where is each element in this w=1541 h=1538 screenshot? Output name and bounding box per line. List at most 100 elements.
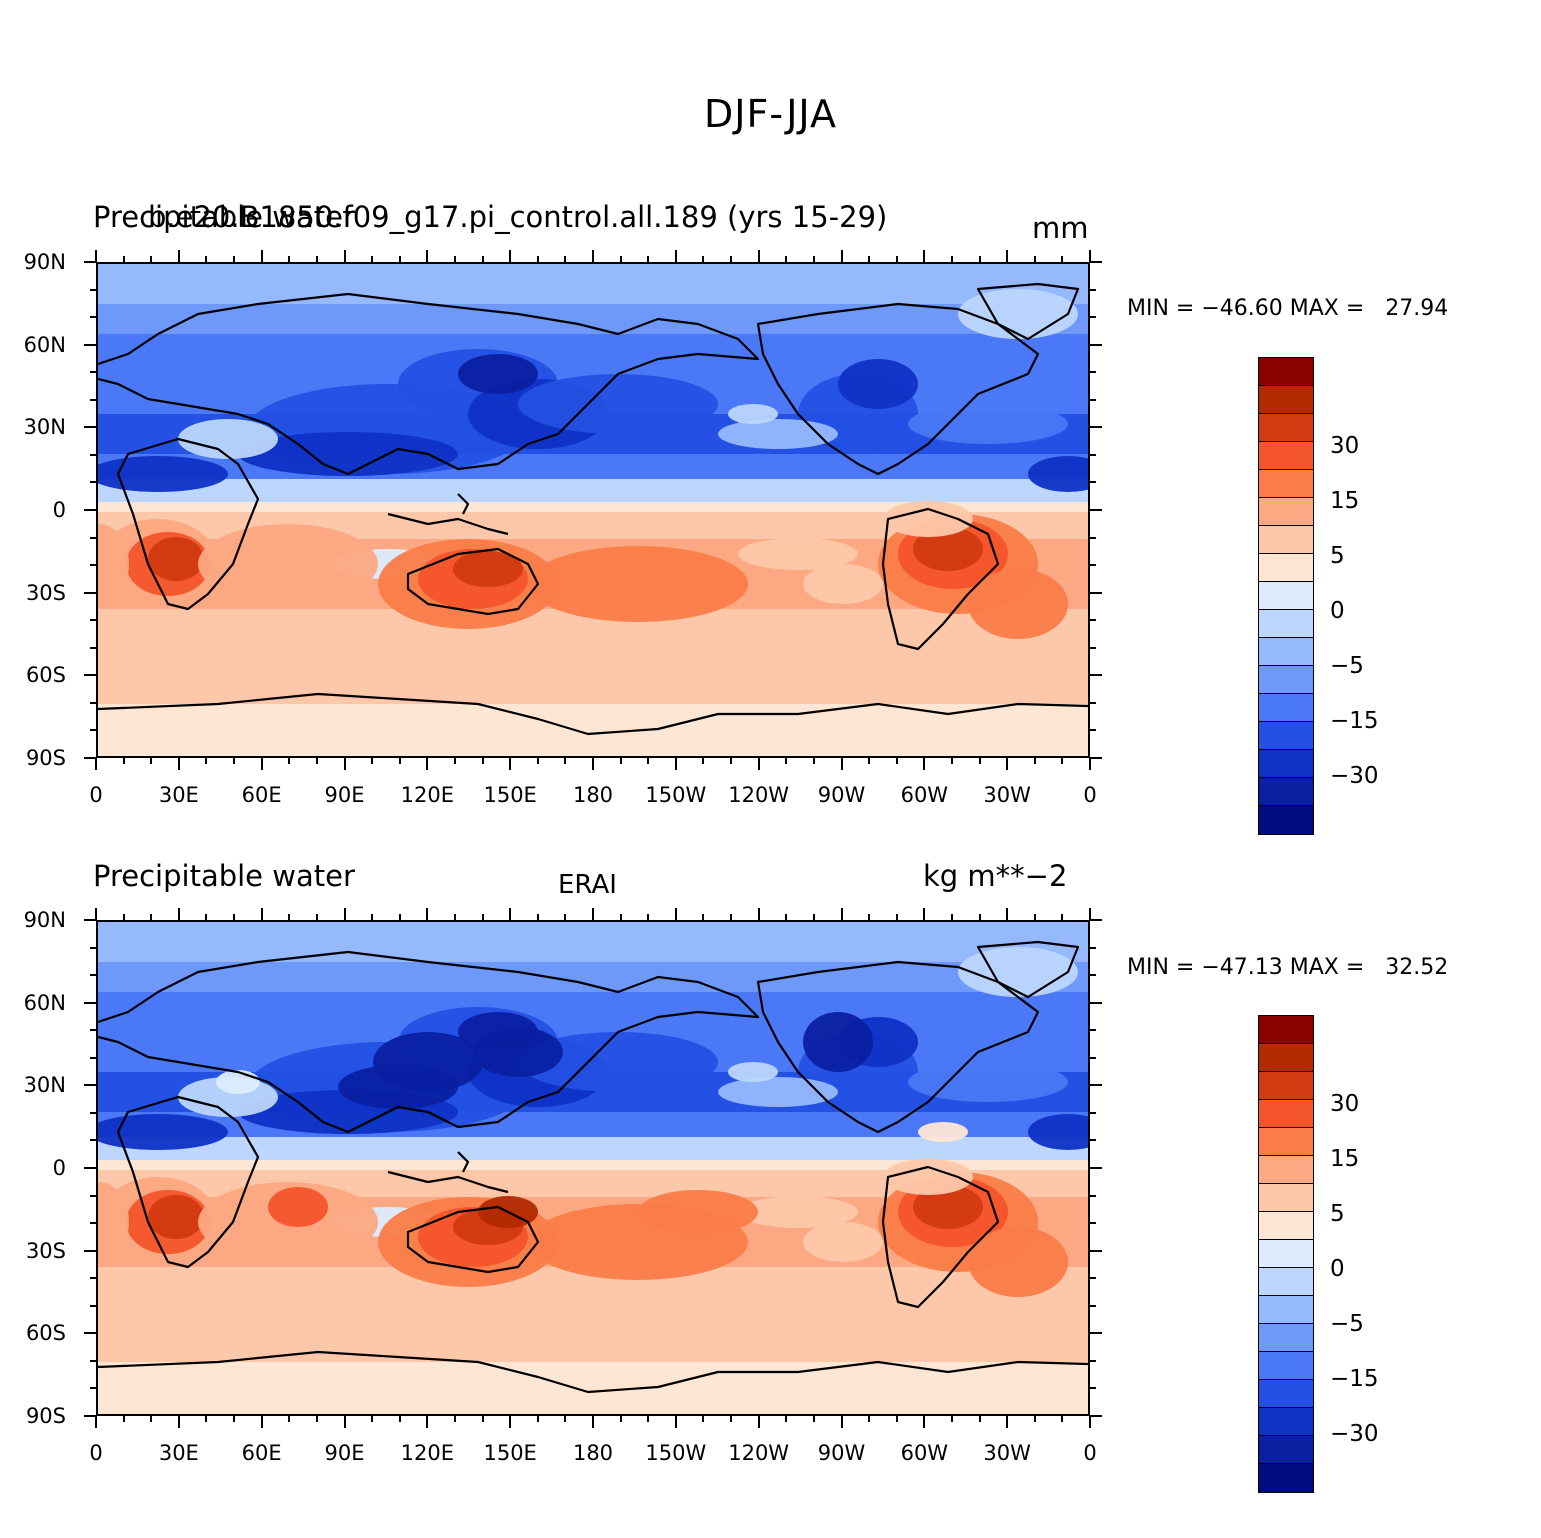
colorbar-segment bbox=[1259, 610, 1313, 638]
lat-minor-tick bbox=[1090, 1167, 1096, 1169]
lat-minor-tick bbox=[1090, 1415, 1096, 1417]
coastline bbox=[116, 437, 260, 611]
lon-tick bbox=[1006, 1416, 1009, 1428]
lon-tick bbox=[260, 758, 263, 770]
lon-tick bbox=[674, 758, 677, 770]
lon-tick bbox=[343, 1416, 346, 1428]
lat-minor-tick bbox=[90, 1304, 96, 1307]
lon-minor-tick bbox=[757, 1416, 760, 1422]
lon-minor-tick bbox=[674, 1416, 677, 1422]
colorbar bbox=[1258, 357, 1314, 835]
lat-tick bbox=[1090, 1415, 1102, 1417]
contour-region bbox=[518, 1032, 718, 1092]
lon-minor-tick bbox=[619, 758, 622, 764]
colorbar-segment bbox=[1259, 1240, 1313, 1268]
lon-minor-tick bbox=[177, 914, 180, 920]
contour-region bbox=[98, 1182, 129, 1262]
contour-region bbox=[458, 354, 538, 394]
lon-minor-tick bbox=[674, 256, 677, 262]
lon-minor-tick bbox=[371, 1416, 374, 1422]
lat-minor-tick bbox=[90, 591, 96, 594]
lon-minor-tick bbox=[564, 758, 567, 764]
lon-minor-tick bbox=[509, 1416, 512, 1422]
lon-minor-tick bbox=[426, 914, 429, 920]
coastline bbox=[881, 1165, 1000, 1309]
lon-tick-label: 30W bbox=[983, 1441, 1031, 1465]
contour-band bbox=[98, 664, 1088, 704]
colorbar-segment bbox=[1259, 470, 1313, 498]
lon-minor-tick bbox=[150, 256, 153, 262]
lon-minor-tick bbox=[1033, 1416, 1036, 1422]
lon-minor-tick bbox=[398, 758, 401, 764]
lon-tick-label: 150W bbox=[645, 783, 707, 807]
lat-minor-tick bbox=[90, 261, 96, 263]
precip-water-map bbox=[96, 262, 1090, 758]
lon-minor-tick bbox=[950, 256, 953, 262]
lat-minor-tick bbox=[90, 316, 96, 319]
lon-tick-label: 0 bbox=[89, 783, 103, 807]
lon-minor-tick bbox=[122, 914, 125, 920]
lat-tick-label: 30S bbox=[25, 580, 66, 605]
contour-band bbox=[98, 922, 1088, 962]
lat-minor-tick bbox=[1090, 261, 1096, 263]
lon-minor-tick bbox=[150, 1416, 153, 1422]
lon-minor-tick bbox=[177, 1416, 180, 1422]
lon-minor-tick bbox=[177, 256, 180, 262]
contour-region bbox=[958, 289, 1078, 339]
contour-region bbox=[98, 524, 129, 604]
lon-minor-tick bbox=[950, 914, 953, 920]
coastline bbox=[98, 292, 760, 476]
lon-minor-tick bbox=[233, 256, 236, 262]
contour-region bbox=[738, 1196, 858, 1228]
lon-minor-tick bbox=[371, 758, 374, 764]
lon-minor-tick bbox=[122, 256, 125, 262]
contour-region bbox=[913, 527, 983, 571]
lat-minor-tick bbox=[1090, 536, 1096, 539]
lat-minor-tick bbox=[90, 757, 96, 759]
lat-tick bbox=[1090, 1249, 1102, 1252]
lon-minor-tick bbox=[868, 1416, 871, 1422]
colorbar-label: −30 bbox=[1330, 1421, 1379, 1447]
lat-minor-tick bbox=[90, 1277, 96, 1280]
lat-tick bbox=[1090, 674, 1102, 677]
lon-tick bbox=[1089, 1416, 1091, 1428]
colorbar-segment bbox=[1259, 1380, 1313, 1408]
contour-region bbox=[198, 524, 378, 604]
lon-minor-tick bbox=[978, 914, 981, 920]
lon-tick bbox=[509, 758, 512, 770]
lon-tick bbox=[343, 758, 346, 770]
lon-minor-tick bbox=[757, 914, 760, 920]
lat-minor-tick bbox=[90, 398, 96, 401]
contour-region bbox=[968, 1227, 1068, 1297]
lat-minor-tick bbox=[1090, 371, 1096, 374]
contour-region bbox=[518, 374, 718, 434]
lat-minor-tick bbox=[90, 564, 96, 567]
lon-minor-tick bbox=[205, 1416, 208, 1422]
lon-minor-tick bbox=[757, 256, 760, 262]
lon-minor-tick bbox=[1006, 256, 1009, 262]
lon-minor-tick bbox=[260, 914, 263, 920]
lon-minor-tick bbox=[812, 256, 815, 262]
contour-region bbox=[148, 537, 204, 581]
lon-tick-label: 150W bbox=[645, 1441, 707, 1465]
lon-minor-tick bbox=[453, 758, 456, 764]
lon-minor-tick bbox=[509, 758, 512, 764]
min-max-readout: MIN = −47.13 MAX = 32.52 bbox=[1127, 955, 1449, 980]
contour-band bbox=[98, 304, 1088, 334]
contour-region bbox=[738, 538, 858, 570]
lon-tick-label: 0 bbox=[1083, 783, 1097, 807]
lat-minor-tick bbox=[90, 646, 96, 649]
lon-minor-tick bbox=[95, 1416, 97, 1422]
lat-minor-tick bbox=[1090, 1304, 1096, 1307]
lat-minor-tick bbox=[1090, 1359, 1096, 1362]
lon-minor-tick bbox=[1061, 758, 1064, 764]
lon-minor-tick bbox=[122, 1416, 125, 1422]
panel-center-title: ERAI bbox=[558, 870, 617, 900]
lon-tick-label: 150E bbox=[483, 1441, 537, 1465]
lon-minor-tick bbox=[205, 256, 208, 262]
lon-minor-tick bbox=[619, 914, 622, 920]
colorbar-segment bbox=[1259, 722, 1313, 750]
colorbar-segment bbox=[1259, 666, 1313, 694]
lat-minor-tick bbox=[90, 1167, 96, 1169]
lon-tick bbox=[177, 758, 180, 770]
